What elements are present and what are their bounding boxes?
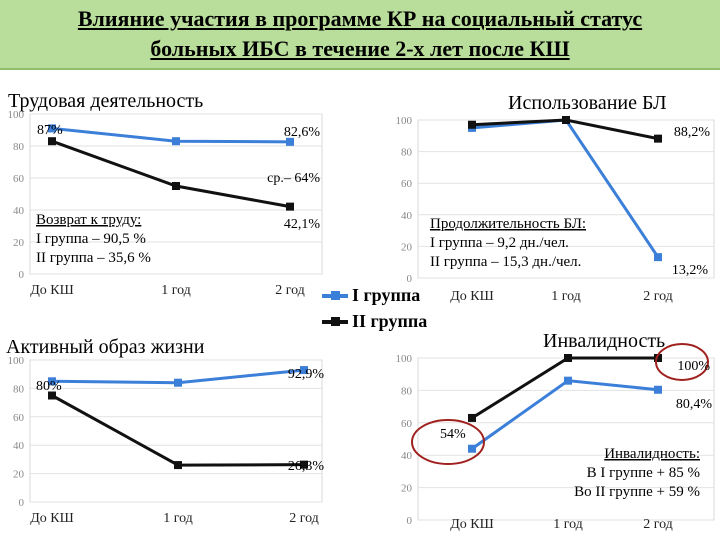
- chart-disability: 0 20 40 60 80 100 До КШ 1 год 2 год 100% 80,4% 54% И…: [396, 343, 715, 532]
- data-point-group-1: [172, 137, 180, 146]
- data-point-group-2: [468, 120, 476, 129]
- y-tick-label: 0: [19, 497, 25, 509]
- y-tick-label: 20: [401, 241, 413, 253]
- slide-title-line-2: больных ИБС в течение 2-х лет после КШ: [150, 36, 570, 61]
- y-tick-label: 20: [13, 237, 25, 249]
- y-tick-label: 20: [13, 469, 25, 481]
- note-line: I группа – 9,2 дн./чел.: [430, 235, 569, 251]
- chart-title-active-life: Активный образ жизни: [6, 336, 205, 358]
- legend-marker-group-2: [331, 317, 340, 326]
- x-tick-label: 1 год: [551, 289, 581, 304]
- data-point-group-2: [468, 413, 476, 422]
- data-point-group-1: [564, 376, 572, 385]
- data-label: 54%: [440, 427, 466, 442]
- data-point-group-1: [300, 366, 308, 375]
- y-tick-label: 100: [8, 355, 25, 367]
- chart-work-activity: 0 20 40 60 80 100 До КШ 1 год 2 год 87% 82,6% ср.– …: [8, 109, 323, 298]
- data-point-group-2: [172, 182, 180, 190]
- y-tick-label: 60: [401, 178, 413, 190]
- note-line: Возврат к труду:: [36, 212, 141, 228]
- note-line: I группа – 90,5 %: [36, 231, 146, 247]
- y-tick-label: 0: [407, 515, 413, 527]
- x-tick-label: До КШ: [450, 289, 494, 304]
- y-tick-label: 40: [13, 205, 25, 217]
- data-point-group-2: [300, 460, 308, 469]
- legend-marker-group-1: [331, 291, 340, 300]
- y-tick-label: 100: [396, 115, 413, 127]
- slide-title-line-1: Влияние участия в программе КР на социал…: [77, 6, 643, 31]
- data-point-group-2: [654, 354, 662, 362]
- data-label: 80,4%: [676, 397, 713, 412]
- data-point-group-1: [48, 377, 56, 386]
- slide-header: Влияние участия в программе КР на социал…: [0, 0, 720, 70]
- y-tick-label: 0: [407, 273, 413, 285]
- legend-label-group-2: II группа: [352, 311, 428, 331]
- y-tick-label: 60: [401, 418, 413, 430]
- data-point-group-2: [654, 134, 662, 143]
- y-tick-label: 40: [401, 450, 413, 462]
- data-point-group-2: [48, 137, 56, 146]
- chart-active-lifestyle: 0 20 40 60 80 100 До КШ 1 год 2 год 80% 92,9% 26,3%: [8, 355, 325, 526]
- data-point-group-1: [654, 385, 662, 394]
- y-tick-label: 80: [401, 385, 413, 397]
- note-line: II группа – 15,3 дн./чел.: [430, 254, 581, 270]
- legend-label-group-1: I группа: [352, 285, 421, 305]
- y-tick-label: 60: [13, 412, 25, 424]
- x-tick-label: До КШ: [450, 517, 494, 532]
- data-point-group-2: [174, 461, 182, 470]
- x-tick-label: 1 год: [553, 517, 583, 532]
- x-tick-label: До КШ: [30, 511, 74, 526]
- data-point-group-1: [48, 124, 56, 133]
- note-line: Продолжительность БЛ:: [430, 216, 586, 232]
- data-label: 26,3%: [288, 459, 325, 474]
- data-point-group-2: [562, 116, 570, 124]
- data-point-group-2: [286, 202, 294, 211]
- data-point-group-1: [468, 444, 476, 453]
- chart-title-work: Трудовая деятельность: [8, 90, 204, 112]
- data-label: 100%: [677, 359, 710, 374]
- y-tick-label: 20: [401, 483, 413, 495]
- data-label: 92,9%: [288, 367, 325, 382]
- data-label: 42,1%: [284, 217, 321, 232]
- legend: I группа II группа: [322, 285, 427, 335]
- data-label: 82,6%: [284, 125, 321, 140]
- data-point-group-1: [174, 378, 182, 387]
- note-line: II группа – 35,6 %: [36, 250, 151, 266]
- chart-title-disability: Инвалидность: [543, 330, 666, 352]
- y-tick-label: 80: [13, 383, 25, 395]
- x-tick-label: 2 год: [643, 517, 673, 532]
- y-tick-label: 40: [13, 440, 25, 452]
- y-tick-label: 100: [396, 353, 413, 365]
- data-label: ср.– 64%: [267, 171, 320, 186]
- x-tick-label: 2 год: [275, 283, 305, 298]
- data-point-group-1: [286, 137, 294, 146]
- highlight-circle: [655, 343, 709, 381]
- note-line: В I группе + 85 %: [587, 465, 700, 481]
- data-point-group-2: [48, 391, 56, 400]
- data-point-group-2: [564, 354, 572, 362]
- note-line: Инвалидность:: [604, 446, 700, 462]
- plot-area: [417, 119, 715, 279]
- data-label: 80%: [36, 379, 62, 394]
- x-tick-label: 2 год: [289, 511, 319, 526]
- data-label: 88,2%: [674, 125, 711, 140]
- data-label: 13,2%: [672, 263, 709, 278]
- data-point-group-1: [654, 253, 662, 262]
- chart-title-sick-leave: Использование БЛ: [508, 92, 667, 114]
- chart-sick-leave-use: 0 20 40 60 80 100 До КШ 1 год 2 год 88,2% 13,2% Про…: [396, 115, 715, 304]
- x-tick-label: 1 год: [163, 511, 193, 526]
- data-label: 87%: [37, 123, 63, 138]
- note-line: Во II группе + 59 %: [574, 484, 700, 500]
- y-tick-label: 100: [8, 109, 25, 121]
- y-tick-label: 40: [401, 210, 413, 222]
- x-tick-label: До КШ: [30, 283, 74, 298]
- y-tick-label: 80: [13, 141, 25, 153]
- x-tick-label: 1 год: [161, 283, 191, 298]
- y-tick-label: 60: [13, 173, 25, 185]
- y-tick-label: 0: [19, 269, 25, 281]
- y-tick-label: 80: [401, 147, 413, 159]
- highlight-circle: [411, 419, 485, 465]
- x-tick-label: 2 год: [643, 289, 673, 304]
